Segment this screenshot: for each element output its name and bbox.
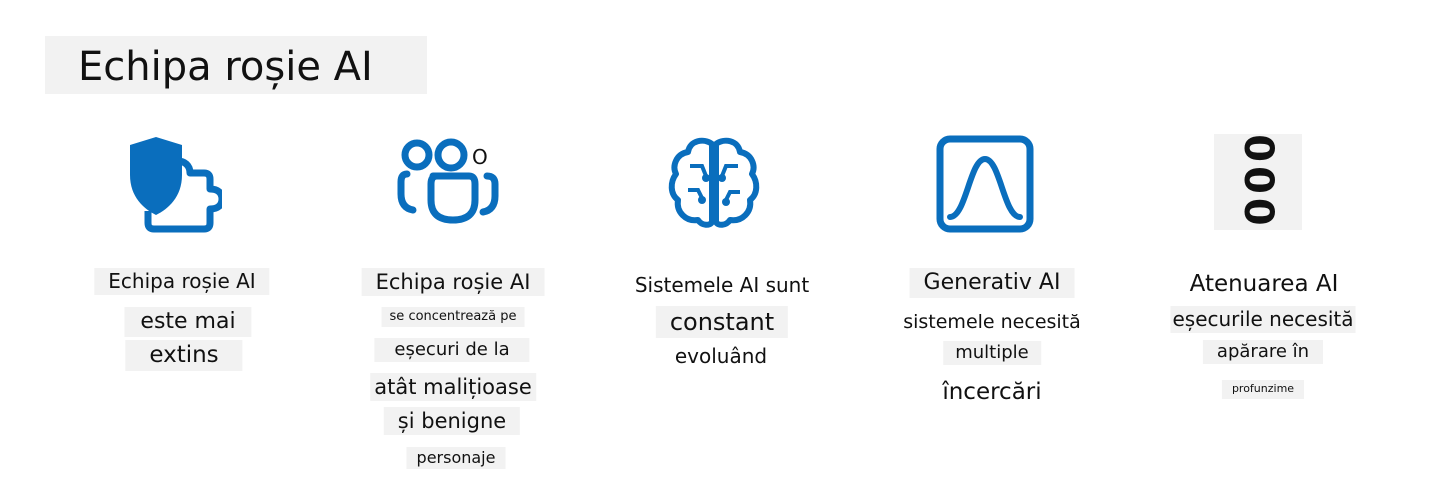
rotated-ooo-icon: 000 <box>1214 134 1302 230</box>
column-3-line-2: constant <box>655 306 789 339</box>
column-2-line-5: și benigne <box>383 407 521 436</box>
column-1-line-3: extins <box>125 340 243 372</box>
column-3-line-1: Sistemele AI sunt <box>634 273 810 297</box>
column-4-line-3: multiple <box>943 341 1041 366</box>
column-5-line-1: Atenuarea AI <box>1189 271 1339 297</box>
column-4-line-2: sistemele necesită <box>903 311 1081 333</box>
column-5-line-4: profunzime <box>1221 380 1305 399</box>
brain-circuit-icon <box>668 136 760 228</box>
column-3-line-3: evoluând <box>674 344 768 368</box>
column-4-line-4: încercări <box>942 379 1042 405</box>
column-2-line-6: personaje <box>406 447 506 469</box>
column-2-line-1: Echipa roșie AI <box>361 268 545 297</box>
title-background <box>45 36 427 94</box>
rotated-ooo-text: 000 <box>1235 134 1281 230</box>
people-team-icon <box>397 138 501 224</box>
column-1-line-1: Echipa roșie AI <box>94 268 270 295</box>
column-2-line-4: atât malițioase <box>370 373 536 402</box>
column-5-line-2: eșecurile necesită <box>1170 306 1356 333</box>
people-team-extra-glyph: O <box>472 145 488 169</box>
page-title: Echipa roșie AI <box>78 44 373 90</box>
column-1-line-2: este mai <box>124 307 252 337</box>
column-5-line-3: apărare în <box>1202 340 1324 365</box>
column-2-line-3: eșecuri de la <box>374 338 530 363</box>
bell-curve-chart-icon <box>936 135 1034 233</box>
column-4-line-1: Generativ AI <box>909 268 1075 298</box>
shield-puzzle-icon <box>126 135 222 233</box>
column-2-line-2: se concentrează pe <box>381 307 525 327</box>
